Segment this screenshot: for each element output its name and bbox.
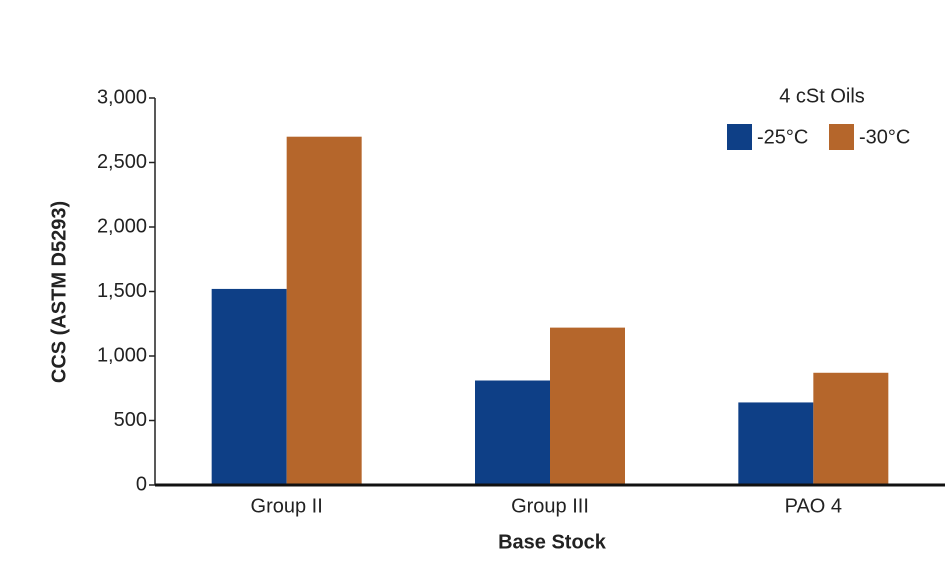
y-axis-title: CCS (ASTM D5293) — [48, 201, 70, 383]
bar — [211, 288, 287, 485]
y-tick-label: 1,500 — [97, 280, 147, 302]
y-tick-label: 2,500 — [97, 151, 147, 173]
y-tick-label: 3,000 — [97, 86, 147, 108]
x-tick-label: Group III — [511, 495, 589, 517]
y-tick-label: 2,000 — [97, 215, 147, 237]
y-tick-label: 500 — [114, 409, 147, 431]
legend-label: -30°C — [859, 126, 910, 148]
y-tick-label: 0 — [136, 473, 147, 495]
x-tick-label: Group II — [251, 495, 323, 517]
legend-swatch — [829, 124, 854, 150]
legend-swatch — [727, 124, 752, 150]
legend-label: -25°C — [757, 126, 808, 148]
bar — [475, 380, 550, 485]
y-tick-label: 1,000 — [97, 344, 147, 366]
bar — [286, 136, 362, 485]
bar — [550, 327, 625, 485]
x-tick-label: PAO 4 — [785, 495, 842, 517]
bar — [738, 402, 814, 485]
x-axis-title: Base Stock — [498, 531, 607, 553]
bar — [813, 372, 889, 485]
legend-title: 4 cSt Oils — [779, 85, 865, 107]
